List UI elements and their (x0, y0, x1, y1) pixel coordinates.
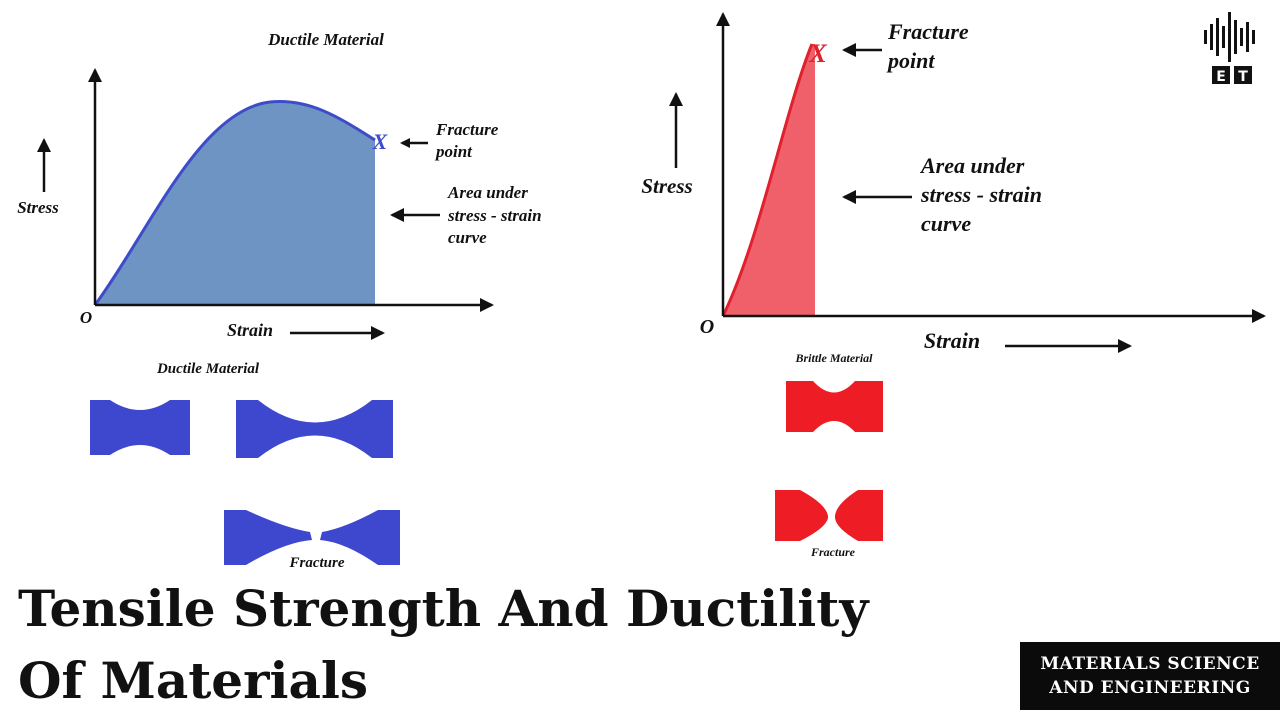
ductile-fracture-label-2: point (434, 142, 473, 161)
brittle-fracture-label-2: point (886, 48, 935, 73)
brittle-fracture-caption: Fracture (810, 545, 856, 559)
logo: E T (1200, 8, 1264, 86)
brittle-specimens: Brittle Material Fracture (775, 351, 883, 559)
brittle-area-label-2: stress - strain (920, 182, 1042, 207)
ductile-specimen-title: Ductile Material (156, 361, 260, 377)
brittle-specimen-original (786, 381, 883, 432)
ductile-fracture-marker: X (372, 129, 389, 154)
brittle-specimen-fracture-right (835, 490, 883, 541)
brittle-specimen-title: Brittle Material (794, 351, 873, 365)
ductile-specimen-fracture-left (224, 510, 312, 565)
logo-letter-t: T (1238, 69, 1248, 85)
ductile-area-fill (95, 101, 375, 305)
brittle-area-fill (723, 44, 815, 316)
brittle-curve (721, 43, 814, 317)
ductile-area-label-1: Area under (447, 183, 528, 202)
brittle-fracture-label-1: Fracture (887, 19, 969, 44)
page-title-line-2: Of Materials (18, 651, 368, 710)
brittle-y-label: Stress (641, 174, 692, 198)
page-title-line-1: Tensile Strength And Ductility (18, 579, 869, 638)
subject-badge: MATERIALS SCIENCE AND ENGINEERING (1020, 642, 1280, 710)
ductile-chart-title: Ductile Material (267, 30, 384, 49)
brittle-specimen-fracture-left (775, 490, 828, 541)
brittle-chart: O Stress Strain X Fracture point Area un… (641, 12, 1266, 353)
logo-letter-e: E (1216, 69, 1226, 85)
ductile-specimens: Ductile Material Fracture (90, 361, 400, 571)
ductile-specimen-fracture-right (320, 510, 400, 565)
ductile-specimen-necking (236, 400, 393, 458)
waveform-icon: E T (1204, 12, 1255, 85)
brittle-x-label: Strain (924, 328, 980, 353)
brittle-area-label-1: Area under (919, 153, 1025, 178)
ductile-y-label: Stress (17, 198, 59, 217)
brittle-area-label-3: curve (921, 211, 971, 236)
ductile-origin-label: O (80, 308, 92, 327)
ductile-curve (93, 99, 376, 306)
ductile-x-label: Strain (227, 320, 273, 340)
ductile-specimen-original (90, 400, 190, 455)
subject-badge-line-1: MATERIALS SCIENCE (1040, 654, 1260, 674)
brittle-fracture-marker: X (808, 39, 827, 68)
brittle-origin-label: O (700, 316, 714, 338)
ductile-area-label-2: stress - strain (447, 206, 542, 225)
ductile-area-label-3: curve (448, 228, 487, 247)
subject-badge-line-2: AND ENGINEERING (1049, 678, 1251, 698)
ductile-chart: Ductile Material O Stress Strain X Fract… (17, 30, 542, 340)
ductile-fracture-label-1: Fracture (435, 120, 499, 139)
ductile-fracture-caption: Fracture (288, 555, 344, 571)
